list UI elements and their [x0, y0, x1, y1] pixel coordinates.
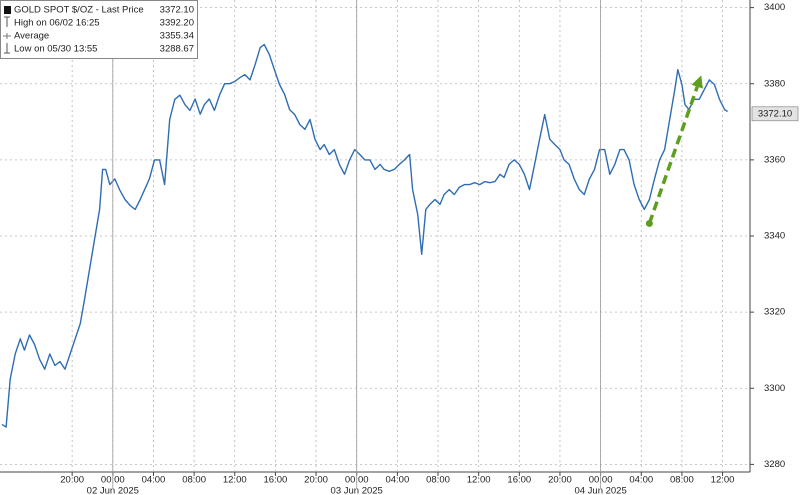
legend-label: High on 06/02 16:25: [14, 18, 100, 29]
y-tick-label: 3320: [764, 307, 785, 318]
date-tick-label: 03 Jun 2025: [331, 486, 383, 495]
legend-frame: [0, 0, 198, 59]
plot-area: [1, 43, 728, 428]
legend-icon: [4, 43, 10, 54]
y-tick-label: 3380: [764, 78, 785, 89]
x-tick-label: 20:00: [548, 475, 572, 486]
date-tick-label: 02 Jun 2025: [87, 486, 139, 495]
trend-arrow-start: [645, 219, 653, 227]
x-tick-label: 12:00: [467, 475, 491, 486]
last-price-label: 3372.10: [758, 108, 792, 119]
legend-box: GOLD SPOT $/OZ - Last Price 3372.10 High o…: [0, 0, 198, 59]
price-line: [1, 43, 728, 428]
legend-value: 3355.34: [160, 31, 194, 42]
x-tick-label: 08:00: [670, 475, 694, 486]
legend-value: 3372.10: [160, 5, 194, 16]
x-tick-label: 16:00: [507, 475, 531, 486]
legend-value: 3288.67: [160, 44, 194, 55]
y-tick-label: 3340: [764, 231, 785, 242]
x-tick-label: 08:00: [426, 475, 450, 486]
x-tick-label: 20:00: [304, 475, 328, 486]
legend-label: GOLD SPOT $/OZ - Last Price: [14, 5, 144, 16]
y-tick-label: 3360: [764, 154, 785, 165]
y-tick-label: 3300: [764, 383, 785, 394]
x-tick-label: 04:00: [142, 475, 166, 486]
legend-label: Low on 05/30 13:55: [14, 44, 97, 55]
legend-value: 3392.20: [160, 18, 194, 29]
legend-icon: [4, 16, 10, 27]
x-tick-label: 12:00: [223, 475, 247, 486]
y-tick-label: 3400: [764, 2, 785, 13]
x-tick-label: 04:00: [629, 475, 653, 486]
legend-icon: [4, 6, 11, 14]
x-tick-label: 16:00: [264, 475, 288, 486]
y-tick-label: 3280: [764, 459, 785, 470]
trend-arrow: [647, 86, 699, 225]
last-price-tag: [751, 106, 799, 122]
trend-arrow-head: [691, 75, 703, 89]
x-tick-label: 04:00: [385, 475, 409, 486]
x-tick-label: 20:00: [60, 475, 84, 486]
x-tick-label: 08:00: [182, 475, 206, 486]
date-tick-label: 04 Jun 2025: [574, 486, 626, 495]
x-tick-label: 12:00: [711, 475, 735, 486]
legend-label: Average: [14, 31, 49, 42]
legend-icon: [3, 33, 11, 39]
